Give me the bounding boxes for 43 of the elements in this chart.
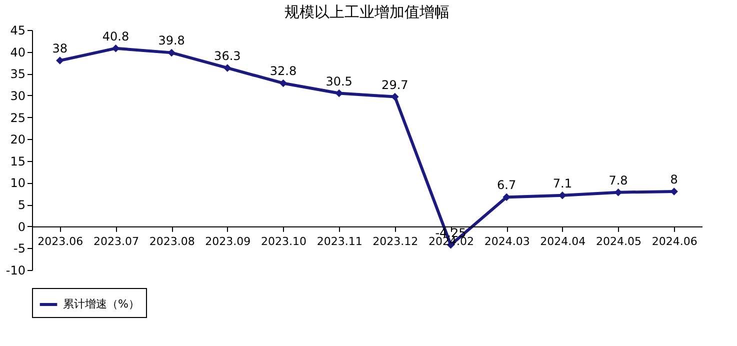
point: [168, 48, 176, 57]
y-tick-label: 10: [10, 176, 26, 190]
data-label: 38: [52, 42, 68, 56]
data-label: 32.8: [270, 64, 297, 78]
y-tick-label: -10: [6, 264, 26, 278]
x-tick-label: 2023.09: [205, 234, 251, 248]
y-tick-label: 35: [10, 67, 26, 82]
data-label: 8: [670, 172, 678, 186]
x-tick-label: 2024.03: [484, 234, 530, 248]
data-label: 7.1: [552, 176, 572, 190]
x-tick-label: 2023.10: [261, 234, 306, 248]
point: [335, 89, 343, 98]
y-tick-label: 15: [10, 154, 26, 168]
y-tick-label: -5: [14, 242, 26, 256]
y-tick-label: 25: [10, 110, 26, 125]
y-tick-label: 20: [10, 132, 26, 147]
data-label: 36.3: [214, 48, 241, 63]
y-tick-label: 5: [18, 198, 26, 212]
data-label: 30.5: [326, 74, 352, 88]
data-label: 6.7: [497, 178, 516, 192]
point: [56, 56, 64, 64]
point: [391, 92, 399, 101]
x-tick-label: 2023.11: [316, 234, 362, 248]
x-tick-label: 2023.08: [149, 234, 195, 248]
data-label: 40.8: [102, 29, 130, 44]
point: [502, 193, 510, 201]
x-tick-label: 2023.06: [38, 234, 84, 248]
x-tick-label: 2024.04: [540, 234, 586, 248]
y-tick-label: 0: [18, 220, 26, 234]
point: [279, 79, 288, 88]
legend-label: 累计增速（%）: [63, 298, 140, 310]
point: [224, 64, 232, 72]
y-tick-label: 45: [10, 24, 26, 38]
y-tick-label: 40: [10, 45, 26, 60]
x-tick-label: 2024.05: [596, 234, 642, 248]
x-tick-label: 2023.07: [94, 234, 139, 248]
data-label: 7.8: [608, 173, 628, 188]
data-label: 39.8: [158, 34, 185, 48]
x-tick-label: 2023.12: [372, 234, 418, 248]
y-tick-label: 30: [10, 88, 26, 103]
x-tick-label: 2024.06: [652, 234, 698, 248]
data-label: 29.7: [382, 78, 408, 92]
chart-title: 规模以上工业增加值增幅: [284, 3, 450, 21]
